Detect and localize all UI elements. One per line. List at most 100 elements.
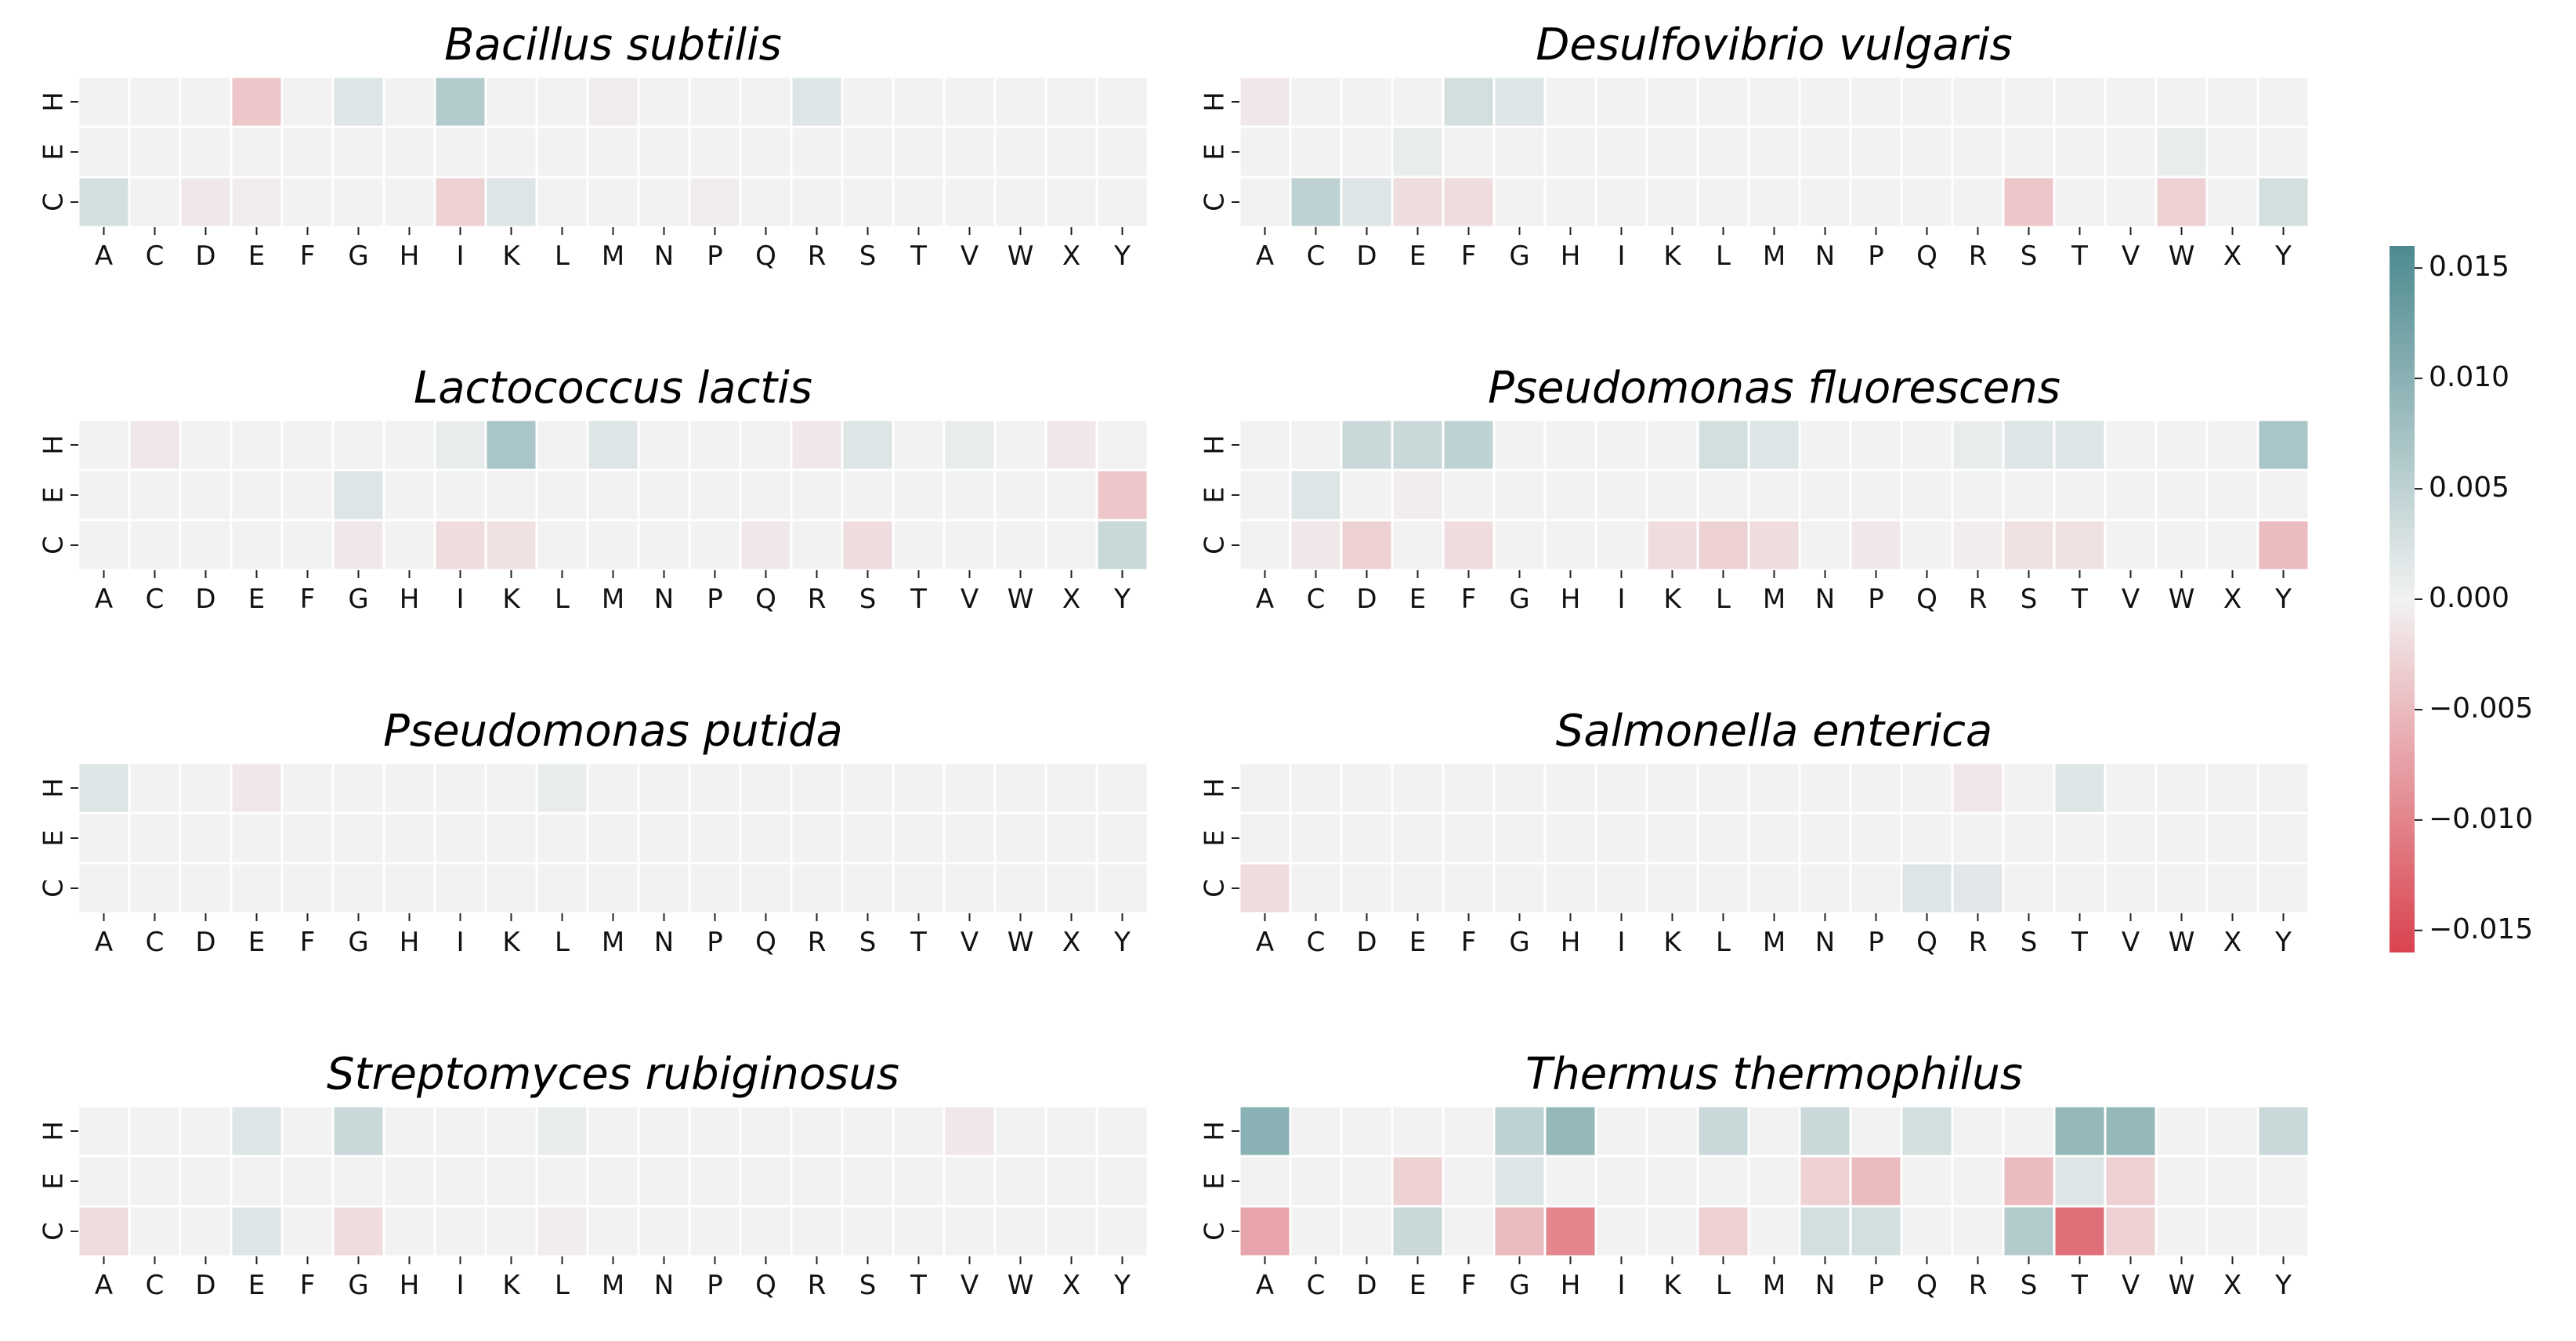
- heatmap-cell-E-K: [1645, 811, 1699, 865]
- heatmap-cell-H-S: [2002, 1104, 2056, 1158]
- heatmap-cell-C-C: [1289, 862, 1343, 915]
- heatmap-cell-E-R: [790, 125, 844, 179]
- heatmap-cell-H-I: [433, 1104, 487, 1158]
- heatmap-cell-H-E: [1391, 418, 1445, 472]
- heatmap-cell-E-P: [1849, 125, 1903, 179]
- heatmap-cell-H-D: [179, 761, 233, 815]
- heatmap-cell-H-Y: [2256, 418, 2310, 472]
- x-tick-label: K: [1663, 240, 1682, 272]
- x-tick-label: A: [1256, 927, 1274, 958]
- x-tick-label: Y: [2274, 1270, 2292, 1301]
- x-tick-label: Q: [1916, 1270, 1937, 1301]
- heatmap-cell-C-N: [1798, 1205, 1852, 1258]
- x-tick-label: T: [2071, 584, 2088, 615]
- heatmap-cell-E-A: [1238, 125, 1292, 179]
- x-tick-label: N: [654, 927, 674, 958]
- x-tick-label: F: [300, 584, 316, 615]
- heatmap-cell-H-K: [484, 75, 538, 128]
- heatmap-cell-H-H: [382, 1104, 436, 1158]
- x-tick-label: T: [2071, 1270, 2088, 1301]
- heatmap-cell-E-Q: [739, 811, 793, 865]
- heatmap-cell-C-L: [1696, 862, 1750, 915]
- heatmap-cell-H-T: [892, 75, 946, 128]
- heatmap-cell-C-V: [2104, 519, 2158, 572]
- heatmap-cell-C-R: [1951, 175, 2005, 229]
- heatmap-cell-E-F: [1442, 811, 1496, 865]
- heatmap-cell-E-K: [484, 468, 538, 522]
- heatmap-cell-C-D: [1340, 1205, 1394, 1258]
- heatmap-cell-C-G: [1492, 519, 1547, 572]
- heatmap-cell-H-A: [77, 1104, 131, 1158]
- colorbar-tick-label: −0.010: [2429, 803, 2533, 835]
- heatmap-cell-C-P: [688, 519, 742, 572]
- heatmap-cell-H-W: [2155, 761, 2209, 815]
- heatmap-cell-H-L: [1696, 761, 1750, 815]
- x-tick-label: R: [808, 240, 827, 272]
- heatmap-cell-H-K: [1645, 418, 1699, 472]
- heatmap-cell-E-E: [230, 468, 284, 522]
- heatmap-cell-E-P: [1849, 811, 1903, 865]
- heatmap-cell-E-G: [1492, 1155, 1547, 1208]
- heatmap-cell-C-I: [433, 862, 487, 915]
- heatmap-cell-H-Q: [1900, 418, 1954, 472]
- heatmap-cell-H-S: [2002, 75, 2056, 128]
- x-tick-label: R: [1969, 584, 1988, 615]
- heatmap-cell-C-I: [433, 1205, 487, 1258]
- heatmap-cell-H-M: [1747, 1104, 1801, 1158]
- x-tick-label: L: [1716, 584, 1731, 615]
- x-tick-label: H: [400, 1270, 420, 1301]
- heatmap-cell-E-L: [535, 1155, 589, 1208]
- heatmap-cell-H-E: [230, 761, 284, 815]
- heatmap-cell-C-W: [993, 1205, 1047, 1258]
- panel-title: Lactococcus lactis: [414, 363, 812, 414]
- heatmap-cell-H-V: [2104, 1104, 2158, 1158]
- y-tick-label: E: [1199, 1173, 1231, 1189]
- heatmap-cell-C-E: [230, 862, 284, 915]
- heatmap-cell-E-P: [688, 811, 742, 865]
- heatmap-cell-C-F: [280, 1205, 335, 1258]
- heatmap-cell-E-A: [77, 468, 131, 522]
- x-tick-label: E: [1409, 1270, 1426, 1301]
- x-tick-label: X: [1062, 927, 1080, 958]
- heatmap-cell-H-H: [1543, 761, 1597, 815]
- heatmap-cell-E-Y: [1095, 468, 1149, 522]
- heatmap-cell-C-L: [1696, 1205, 1750, 1258]
- heatmap-cell-E-R: [790, 1155, 844, 1208]
- x-tick-label: C: [1307, 584, 1326, 615]
- heatmap-cell-C-P: [688, 1205, 742, 1258]
- heatmap-cell-C-Y: [2256, 175, 2310, 229]
- heatmap-cell-C-W: [993, 519, 1047, 572]
- heatmap-cell-E-W: [2155, 125, 2209, 179]
- heatmap-cell-H-R: [790, 75, 844, 128]
- heatmap-cell-E-H: [1543, 811, 1597, 865]
- heatmap-cell-H-T: [2053, 75, 2107, 128]
- heatmap-cell-E-N: [1798, 1155, 1852, 1208]
- heatmap-cell-E-L: [535, 468, 589, 522]
- colorbar-gradient: [2390, 246, 2415, 952]
- heatmap-cell-E-H: [382, 1155, 436, 1208]
- heatmap-cell-H-K: [1645, 75, 1699, 128]
- x-tick-label: H: [1561, 240, 1581, 272]
- x-tick-label: E: [248, 240, 265, 272]
- heatmap-cell-E-Q: [739, 1155, 793, 1208]
- heatmap-cell-E-S: [2002, 125, 2056, 179]
- x-tick-label: V: [961, 1270, 979, 1301]
- heatmap-cell-E-D: [1340, 1155, 1394, 1208]
- x-tick-label: D: [1356, 927, 1377, 958]
- heatmap-cell-C-X: [1044, 1205, 1098, 1258]
- colorbar-tick-label: −0.005: [2429, 692, 2533, 725]
- heatmap-cell-C-M: [1747, 519, 1801, 572]
- heatmap-cell-C-F: [280, 519, 335, 572]
- heatmap-cell-C-P: [688, 175, 742, 229]
- heatmap-cell-E-Q: [1900, 125, 1954, 179]
- x-tick-label: G: [1509, 1270, 1529, 1301]
- heatmap-cell-E-M: [1747, 811, 1801, 865]
- x-tick-label: G: [1509, 927, 1529, 958]
- x-tick-label: N: [654, 240, 674, 272]
- x-tick-label: Y: [1113, 584, 1131, 615]
- x-tick-label: X: [2223, 927, 2241, 958]
- heatmap-cell-H-M: [586, 761, 640, 815]
- heatmap-cell-H-C: [128, 1104, 182, 1158]
- panel-title: Bacillus subtilis: [444, 20, 782, 70]
- x-tick-label: Q: [755, 1270, 776, 1301]
